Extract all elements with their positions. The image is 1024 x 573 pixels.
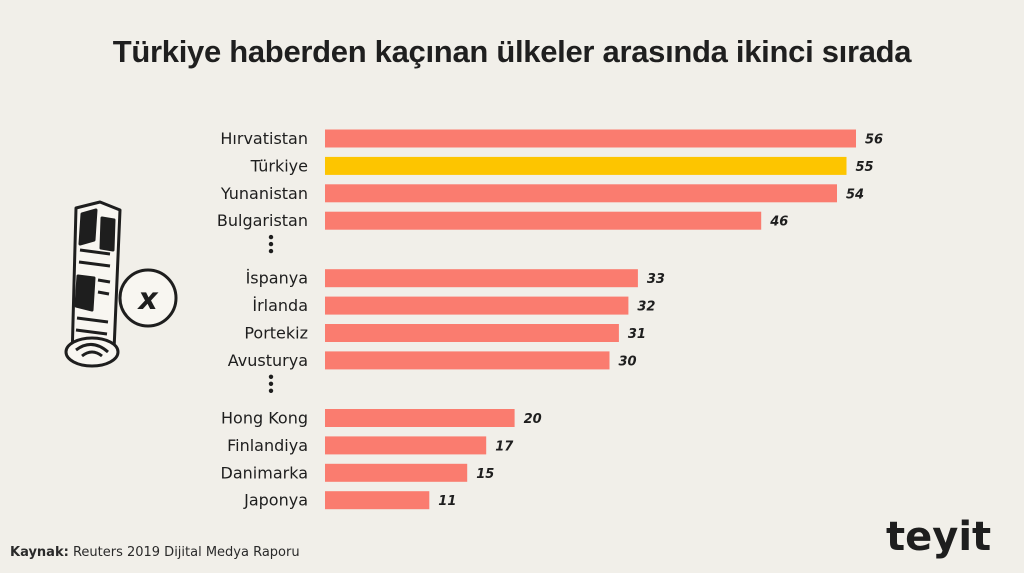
value-label: 31 [628, 327, 646, 342]
bar-hong-kong [325, 409, 515, 427]
value-label: 11 [438, 494, 456, 509]
category-label: Japonya [243, 491, 308, 510]
chart-title: Türkiye haberden kaçınan ülkeler arasınd… [112, 34, 912, 69]
category-label: Türkiye [250, 156, 308, 175]
category-label: Finlandiya [227, 436, 308, 455]
category-label: Yunanistan [220, 184, 308, 203]
svg-text:x: x [136, 282, 159, 317]
logo-text: teyit [886, 514, 991, 560]
value-label: 56 [865, 133, 883, 148]
value-label: 30 [619, 354, 637, 369]
category-label: Bulgaristan [217, 211, 308, 230]
bar-portekiz [325, 324, 619, 342]
bar-i̇rlanda [325, 296, 629, 315]
value-label: 20 [524, 412, 542, 427]
bar-bulgaristan [325, 211, 762, 230]
category-label: Hong Kong [221, 409, 308, 428]
bar-yunanistan [325, 184, 837, 203]
bar-finlandiya [325, 436, 487, 455]
bar-i̇spanya [325, 269, 638, 288]
value-label: 17 [495, 439, 514, 454]
source-note: Kaynak: Reuters 2019 Dijital Medya Rapor… [10, 545, 300, 560]
value-label: 55 [856, 160, 874, 175]
bar-danimarka [325, 463, 468, 482]
category-label: Danimarka [221, 463, 308, 482]
x-circle-icon: x [118, 268, 178, 328]
category-label: İspanya [246, 269, 308, 288]
value-label: 54 [846, 187, 864, 202]
value-label: 15 [476, 467, 494, 482]
category-label: Hırvatistan [220, 129, 308, 148]
value-label: 32 [637, 300, 655, 315]
category-label: Portekiz [244, 324, 308, 343]
category-label: İrlanda [252, 296, 308, 315]
bar-türkiye [325, 156, 847, 175]
teyit-logo: teyit [886, 514, 991, 560]
category-label: Avusturya [228, 351, 308, 370]
rolled-newspaper-icon [64, 200, 122, 368]
bar-hırvatistan [325, 129, 856, 148]
bar-japonya [325, 491, 430, 510]
newspaper-illustration: x [64, 200, 178, 368]
source-prefix: Kaynak: [10, 545, 69, 560]
value-label: 46 [769, 215, 788, 230]
vertical-ellipsis-icon [268, 234, 274, 254]
source-text: Reuters 2019 Dijital Medya Raporu [72, 545, 300, 560]
value-label: 33 [647, 272, 665, 287]
vertical-ellipsis-icon [268, 374, 274, 393]
bar-avusturya [325, 351, 610, 370]
